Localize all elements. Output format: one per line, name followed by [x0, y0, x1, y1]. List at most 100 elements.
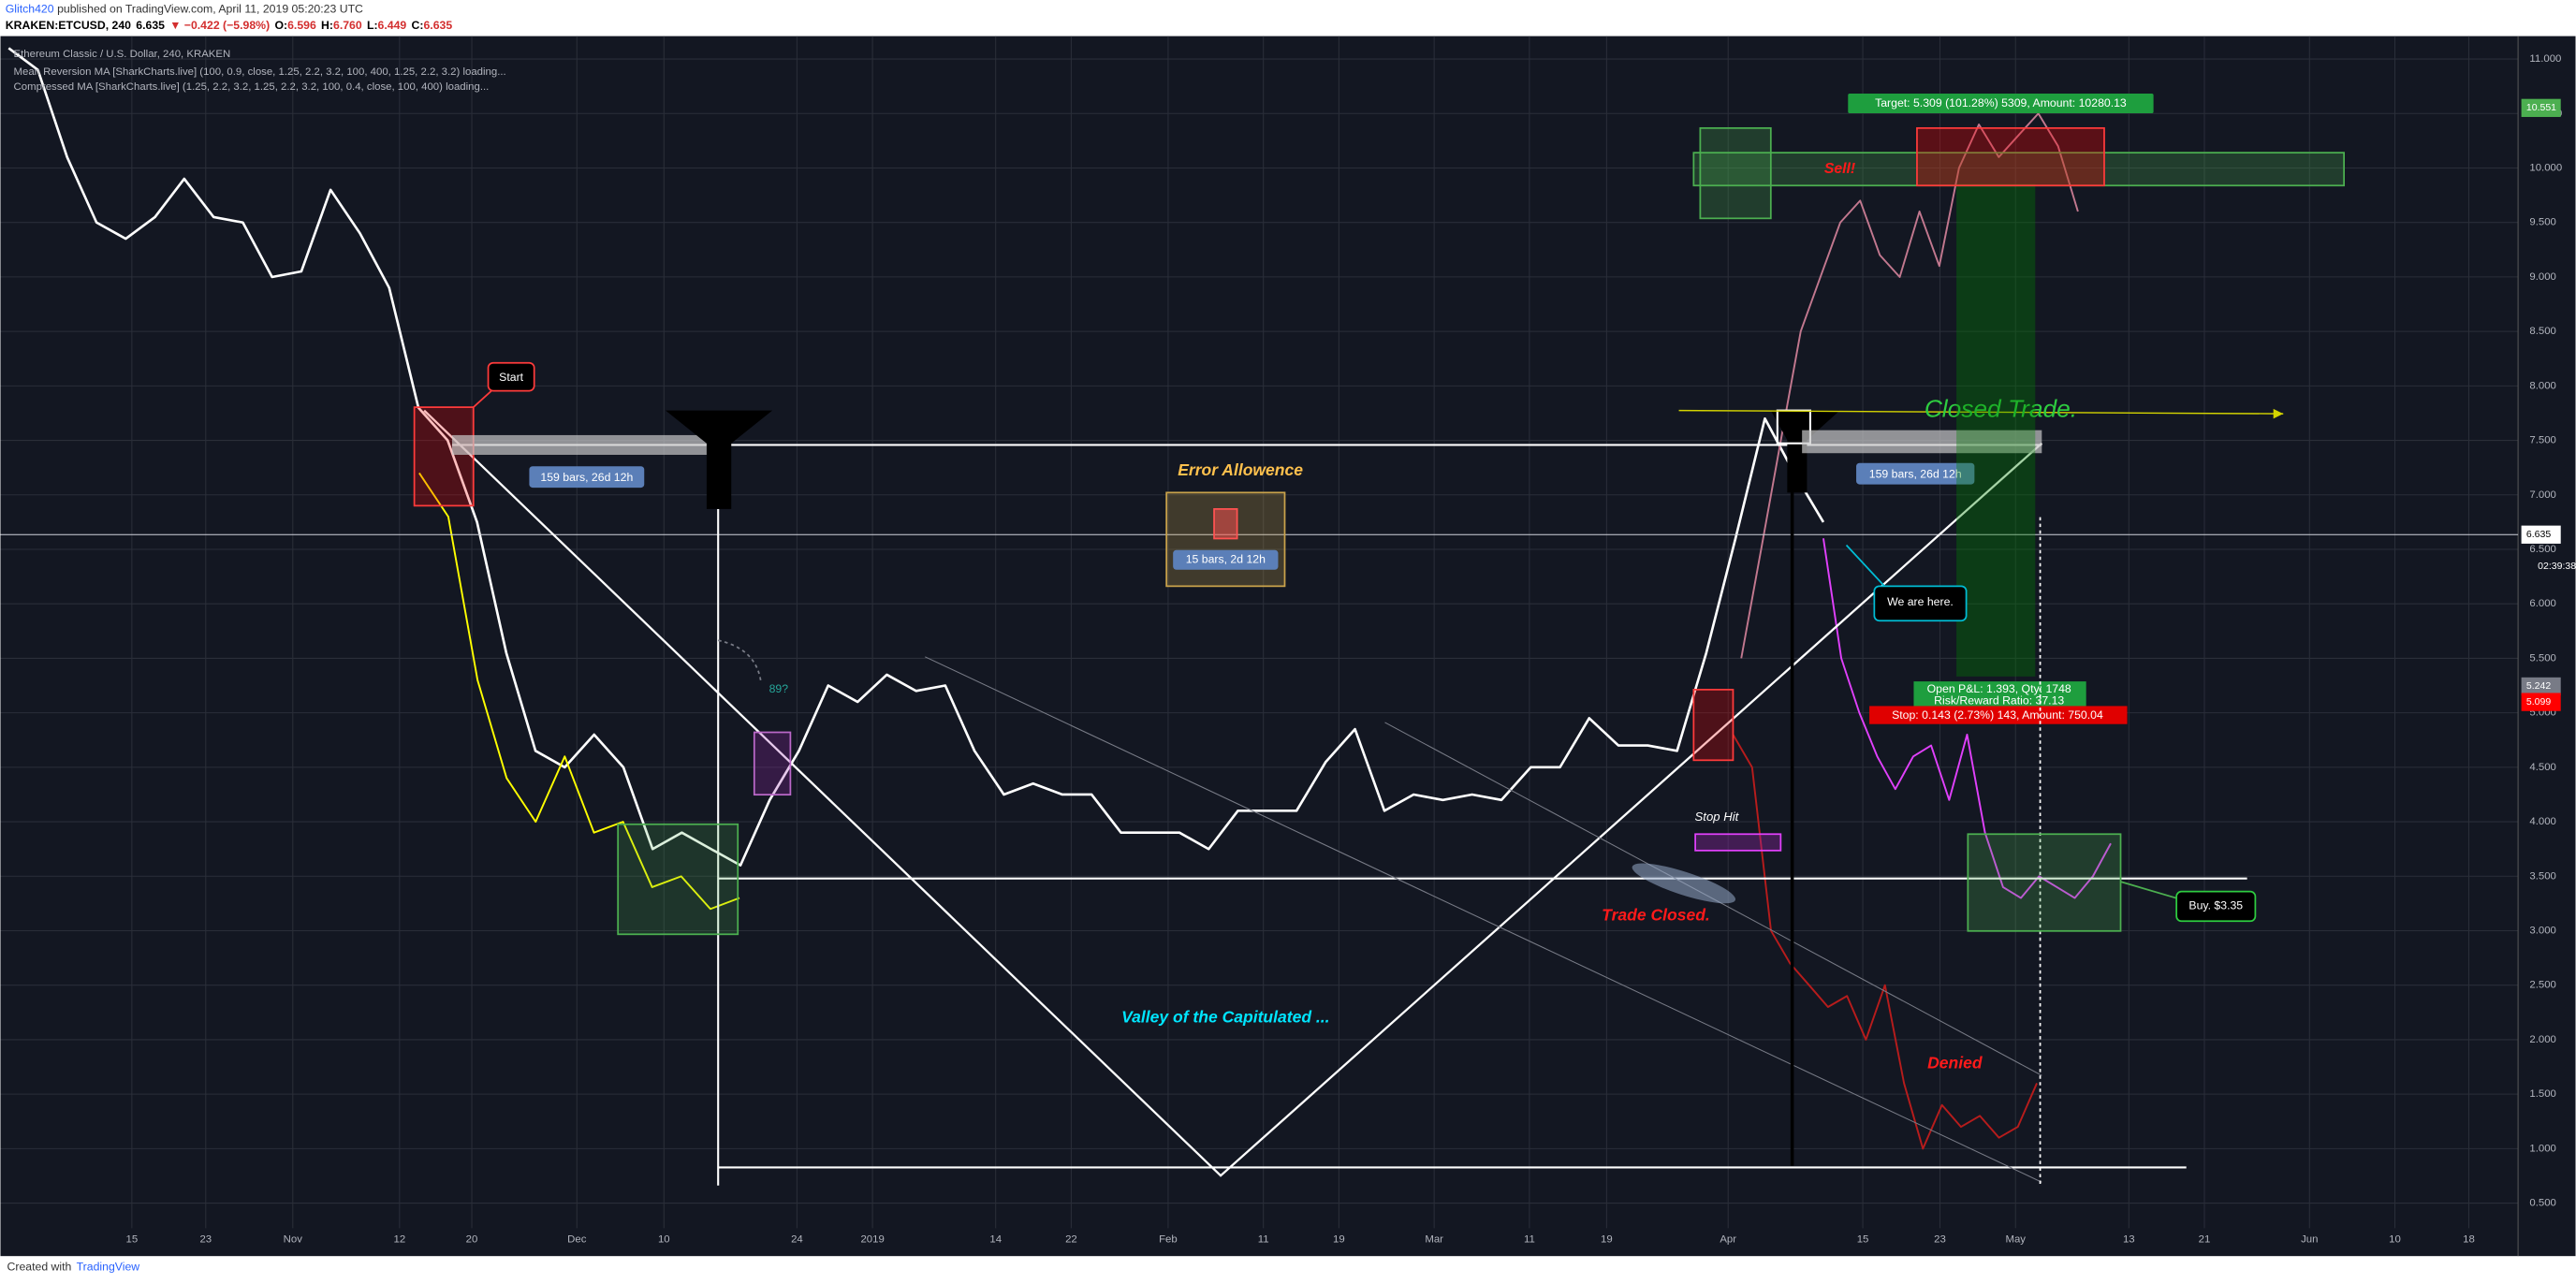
key: O:	[274, 19, 287, 32]
chart-background	[0, 36, 2576, 1257]
zone	[1967, 833, 2122, 932]
y-tick-label: 6.000	[2529, 598, 2556, 609]
y-tick-label: 8.000	[2529, 380, 2556, 391]
x-tick-label: 12	[393, 1234, 405, 1246]
range-label-box	[1173, 549, 1279, 570]
start-label: Start	[499, 371, 523, 384]
x-tick-label: 21	[2199, 1234, 2211, 1246]
stop-label: Stop: 0.143 (2.73%) 143, Amount: 750.04	[1892, 708, 2103, 722]
closed-trade-label: Closed Trade.	[1925, 395, 2077, 423]
range-label: 159 bars, 26d 12h	[1869, 467, 1962, 480]
zone	[413, 406, 475, 507]
y-tick-label: 9.500	[2529, 217, 2556, 228]
y-tick-label: 1.500	[2529, 1088, 2556, 1100]
price-label: 6.635	[2526, 529, 2551, 540]
zone	[1213, 508, 1238, 540]
price-label: 5.099	[2526, 696, 2551, 708]
x-tick-label: Apr	[1720, 1234, 1736, 1246]
footer-created: Created with	[7, 1261, 72, 1274]
callout-pointer	[2120, 881, 2177, 899]
y-tick-label: 7.000	[2529, 489, 2556, 501]
last: 6.635	[136, 19, 165, 32]
x-tick-label: 10	[2389, 1234, 2401, 1246]
symbol: KRAKEN:ETCUSD, 240	[6, 19, 131, 32]
published: published on TradingView.com, April 11, …	[57, 3, 363, 16]
denied-label: Denied	[1927, 1054, 1983, 1072]
zone	[1692, 689, 1734, 762]
x-tick-label: 15	[126, 1234, 139, 1246]
x-tick-label: 2019	[860, 1234, 884, 1246]
price-label-box	[2521, 693, 2561, 711]
x-tick-label: 11	[1524, 1234, 1535, 1246]
footer: Created with TradingView	[7, 1261, 140, 1274]
x-tick-label: Mar	[1425, 1234, 1443, 1246]
y-tick-label: 7.500	[2529, 435, 2556, 446]
price-label-box	[2521, 525, 2561, 544]
y-tick-label: 3.500	[2529, 870, 2556, 882]
buy-label: Buy. $3.35	[2188, 899, 2243, 912]
y-tick-label: 3.000	[2529, 926, 2556, 937]
footer-brand[interactable]: TradingView	[77, 1261, 140, 1274]
range-bar	[451, 434, 712, 455]
price-line	[1822, 538, 2112, 899]
indicator: Mean Reversion MA [SharkCharts.live] (10…	[14, 66, 506, 78]
price-line	[7, 47, 1825, 867]
val: 6.760	[333, 19, 362, 32]
stop-hit-label: Stop Hit	[1695, 810, 1740, 824]
price-label: 10.551	[2526, 102, 2556, 113]
zone	[753, 731, 792, 796]
callout	[2175, 890, 2257, 923]
channel-line	[925, 656, 2042, 1183]
callout-pointer	[473, 389, 492, 408]
author[interactable]: Glitch420	[6, 3, 54, 16]
label-box	[1848, 94, 2154, 114]
x-tick-label: 23	[1934, 1234, 1946, 1246]
val: 6.596	[287, 19, 316, 32]
y-tick-label: 10.000	[2529, 162, 2562, 173]
range-label-box	[529, 466, 645, 489]
zone	[1692, 152, 2346, 187]
x-tick-label: 11	[1258, 1234, 1269, 1246]
annotations: Ethereum Classic / U.S. Dollar, 240, KRA…	[14, 49, 2576, 1186]
y-tick-label: 6.500	[2529, 544, 2556, 555]
callout	[487, 361, 535, 392]
funnel	[666, 410, 773, 509]
x-tick-label: 15	[1857, 1234, 1869, 1246]
y-tick-label: 8.500	[2529, 326, 2556, 337]
x-tick-label: 19	[1333, 1234, 1345, 1246]
x-tick-label: Jun	[2301, 1234, 2318, 1246]
countdown: 02:39:38	[2538, 561, 2576, 572]
y-tick-label: 4.000	[2529, 816, 2556, 827]
y-tick-label: 9.000	[2529, 271, 2556, 283]
target-label: Target: 5.309 (101.28%) 5309, Amount: 10…	[1875, 96, 2127, 109]
ohlc-h: H:6.760	[321, 19, 362, 32]
ohlc-o: O:6.596	[274, 19, 316, 32]
price-line	[1732, 734, 2038, 1150]
plot: 0.500 1.000 1.500 2.000 2.500 3.000 3.500 4.000…	[0, 36, 2562, 1257]
price-line	[418, 472, 740, 911]
range-bar	[1802, 430, 2042, 454]
price-label-box	[2521, 98, 2561, 117]
x-tick-label: 14	[989, 1234, 1002, 1246]
fib-label: 89?	[769, 682, 789, 695]
x-tick-label: 19	[1601, 1234, 1613, 1246]
valley-lines	[423, 409, 2043, 1177]
x-tick-label: May	[2005, 1234, 2026, 1246]
chart-title: Ethereum Classic / U.S. Dollar, 240, KRA…	[14, 49, 231, 60]
symbol-line: KRAKEN:ETCUSD, 240 6.635 ▼ −0.422 (−5.98%)…	[6, 19, 453, 32]
callout	[1873, 585, 1968, 622]
arrow-head	[2273, 408, 2284, 419]
zone	[1699, 126, 1772, 220]
y-tick-label: 2.000	[2529, 1034, 2556, 1045]
x-tick-label: 23	[199, 1234, 212, 1246]
range-label: 159 bars, 26d 12h	[540, 471, 633, 484]
zone	[1916, 126, 2105, 187]
change: ▼ −0.422 (−5.98%)	[169, 19, 270, 32]
label-box	[1869, 706, 2128, 724]
val: 6.449	[378, 19, 407, 32]
x-tick-label: 18	[2463, 1234, 2475, 1246]
price-label-box	[2521, 677, 2561, 696]
x-tick-label: Dec	[567, 1234, 587, 1246]
y-tick-label: 1.000	[2529, 1143, 2556, 1154]
label-box	[1913, 681, 2086, 709]
